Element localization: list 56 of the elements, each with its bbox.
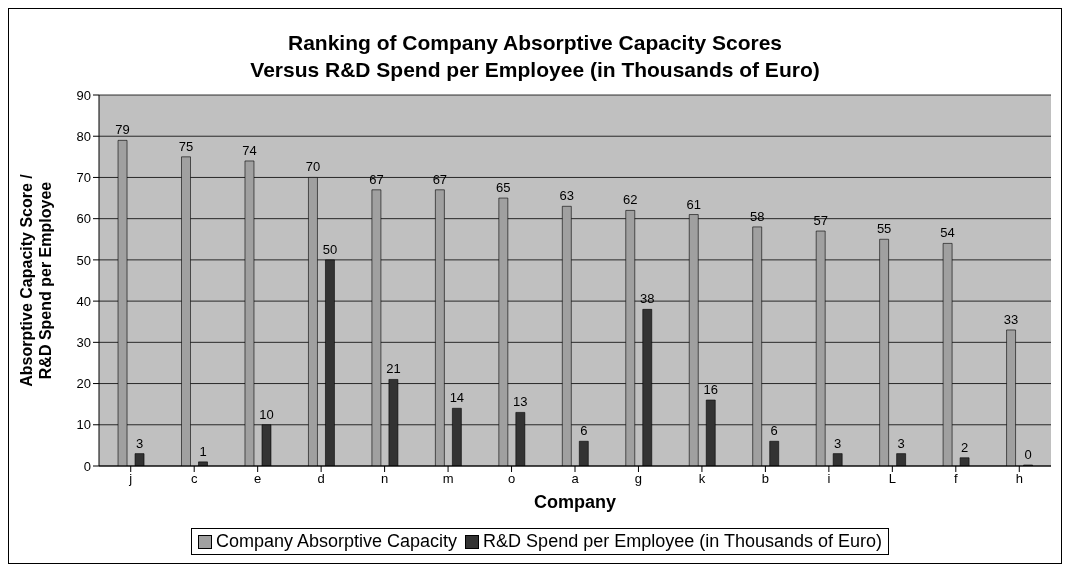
x-tick-label: d (317, 471, 325, 487)
y-tick-label: 40 (76, 293, 91, 309)
x-tick-label: e (254, 471, 262, 487)
x-axis-title: Company (533, 492, 617, 512)
data-label: 10 (259, 406, 274, 422)
data-label: 0 (1024, 447, 1032, 462)
data-label: 1 (199, 443, 207, 459)
data-label: 3 (135, 435, 144, 451)
data-label: 70 (305, 159, 321, 175)
legend-label: R&D Spend per Employee (in Thousands of Euro) (482, 531, 882, 552)
data-label: 6 (580, 423, 588, 439)
data-label: 33 (1003, 311, 1019, 327)
x-tick-label: m (442, 471, 454, 487)
data-label: 3 (897, 435, 905, 451)
data-label: 2 (960, 439, 969, 455)
data-label: 54 (940, 225, 955, 241)
chart-title: Ranking of Company Absorptive Capacity Scores Versus R&D Spend per Employee (in Thousands of Euro) (249, 30, 821, 83)
y-tick-label: 50 (76, 252, 91, 268)
data-label: 65 (496, 180, 511, 196)
y-tick-label: 90 (76, 87, 91, 103)
x-tick-label: f (953, 471, 958, 487)
x-tick-label: n (380, 471, 389, 487)
data-label: 61 (686, 196, 701, 212)
data-label: 16 (703, 382, 718, 398)
data-label: 79 (115, 122, 130, 138)
x-tick-label: i (827, 471, 831, 487)
y-axis-title: Absorptive Capacity Score / R&D Spend per Employee (18, 173, 54, 387)
x-tick-label: o (507, 471, 516, 487)
data-label: 38 (640, 291, 655, 307)
data-label: 3 (834, 435, 842, 451)
x-tick-label: b (761, 471, 770, 487)
data-label: 62 (623, 192, 638, 208)
data-label: 63 (559, 188, 575, 204)
data-label: 6 (770, 423, 778, 439)
legend-label: Company Absorptive Capacity (215, 531, 458, 552)
data-label: 14 (449, 390, 465, 406)
y-tick-label: 80 (76, 128, 91, 144)
x-tick-label: j (128, 471, 133, 487)
x-tick-label: h (1015, 471, 1023, 487)
data-label: 13 (513, 394, 528, 410)
data-label: 55 (876, 221, 892, 237)
data-label: 21 (386, 361, 401, 377)
x-tick-label: g (634, 471, 643, 487)
y-tick-label: 10 (76, 417, 91, 433)
data-label: 75 (178, 138, 194, 154)
x-tick-label: c (190, 471, 198, 487)
data-label: 74 (242, 142, 257, 158)
y-tick-label: 0 (83, 458, 91, 474)
x-tick-label: k (698, 471, 706, 487)
y-tick-label: 30 (76, 334, 91, 350)
y-tick-label: 70 (76, 170, 91, 186)
x-tick-label: a (571, 471, 580, 487)
y-tick-label: 60 (76, 211, 91, 227)
data-label: 50 (322, 241, 338, 257)
x-tick-label: L (888, 471, 896, 487)
y-tick-label: 20 (76, 376, 91, 392)
